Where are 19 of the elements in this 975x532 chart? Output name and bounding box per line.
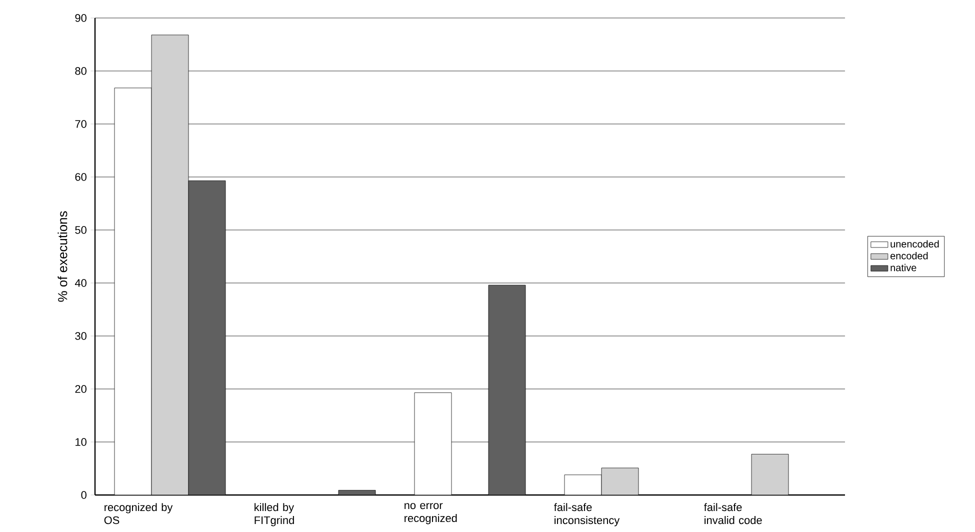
y-tick-label: 60 — [75, 173, 86, 181]
y-tick-label: 90 — [75, 14, 86, 22]
y-tick-label: 80 — [75, 67, 86, 75]
y-tick-label: 40 — [74, 279, 86, 287]
legend-label: native — [890, 264, 916, 272]
y-tick-label: 50 — [75, 226, 86, 234]
x-tick-label: recognized by OS — [104, 503, 173, 524]
y-tick-label: 20 — [75, 385, 86, 393]
x-tick-label: no error recognized — [404, 503, 457, 524]
x-tick-label: fail-safe inconsistency — [554, 503, 620, 526]
y-tick-label: 0 — [81, 491, 86, 499]
y-axis-title: % of executions — [58, 211, 68, 302]
legend-label: unencoded — [890, 240, 939, 248]
y-tick-label: 70 — [75, 120, 86, 128]
y-tick-label: 10 — [76, 438, 86, 446]
legend-label: encoded — [890, 252, 928, 260]
x-tick-label: killed by FITgrind — [254, 503, 294, 526]
y-tick-label: 30 — [75, 332, 86, 340]
x-tick-label: fail-safe invalid code — [704, 503, 762, 524]
